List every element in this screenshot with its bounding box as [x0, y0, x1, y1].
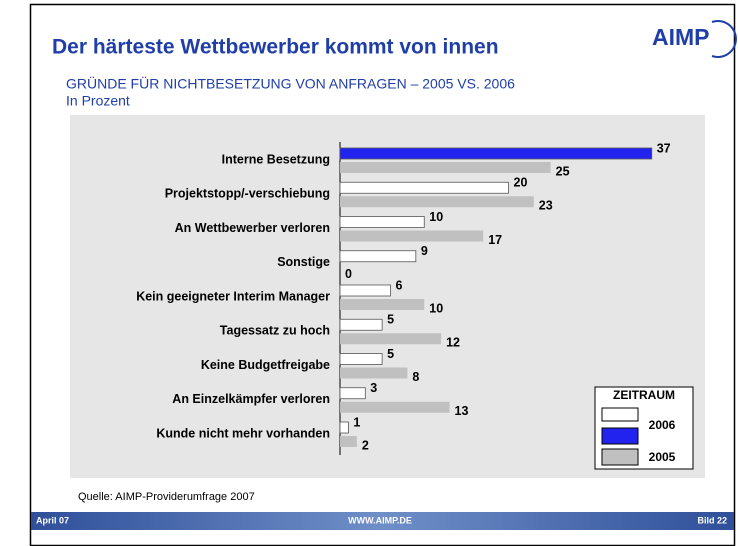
bar	[340, 401, 450, 413]
category-label: Interne Besetzung	[222, 152, 330, 166]
legend-swatch	[601, 448, 639, 466]
legend-swatch	[601, 407, 639, 422]
bar	[340, 196, 534, 208]
value-label: 9	[421, 244, 428, 258]
logo-text: AIMP	[652, 24, 710, 50]
bar	[340, 367, 408, 379]
footer-left: April 07	[36, 515, 69, 525]
legend-label: 2006	[649, 418, 676, 432]
value-label: 17	[488, 233, 502, 247]
logo: AIMP	[652, 20, 737, 58]
legend-swatch	[601, 427, 639, 445]
value-label: 25	[556, 164, 570, 178]
bar	[339, 387, 366, 400]
bar	[339, 353, 383, 365]
bar	[339, 216, 425, 228]
footer-right: Bild 22	[697, 515, 727, 525]
bar	[339, 147, 653, 160]
bar	[339, 421, 349, 434]
bar	[339, 250, 417, 263]
category-label: An Einzelkämpfer verloren	[172, 392, 330, 406]
legend-label: 2005	[649, 450, 676, 464]
bar	[340, 162, 551, 173]
source: Quelle: AIMP-Providerumfrage 2007	[78, 491, 255, 503]
bar	[340, 333, 442, 345]
category-label: Keine Budgetfreigabe	[201, 358, 330, 372]
value-label: 8	[412, 370, 419, 384]
subtitle: GRÜNDE FÜR NICHTBESETZUNG VON ANFRAGEN –…	[66, 75, 515, 92]
bar	[340, 299, 425, 310]
value-label: 1	[353, 415, 360, 429]
bar	[340, 436, 357, 447]
bar	[339, 181, 509, 194]
value-label: 12	[446, 336, 460, 350]
unit-label: In Prozent	[66, 93, 130, 109]
value-label: 37	[657, 141, 671, 155]
value-label: 0	[345, 267, 352, 281]
category-label: Projektstopp/-verschiebung	[165, 187, 330, 201]
bar	[340, 230, 484, 242]
bar	[339, 318, 383, 331]
footer-center: WWW.AIMP.DE	[348, 515, 412, 525]
value-label: 23	[539, 199, 553, 213]
category-label: An Wettbewerber verloren	[175, 221, 330, 235]
value-label: 13	[455, 404, 469, 418]
bar	[339, 284, 391, 297]
value-label: 3	[370, 381, 377, 395]
title: Der härteste Wettbewerber kommt von inne…	[52, 36, 499, 59]
value-label: 10	[429, 210, 443, 224]
category-label: Sonstige	[277, 255, 330, 269]
footer-bar	[31, 512, 734, 530]
value-label: 10	[429, 301, 443, 315]
category-label: Kunde nicht mehr vorhanden	[156, 426, 330, 440]
value-label: 20	[514, 176, 528, 190]
category-label: Tagessatz zu hoch	[220, 324, 330, 338]
value-label: 6	[396, 278, 403, 292]
value-label: 2	[362, 438, 369, 452]
legend-title: ZEITRAUM	[613, 388, 675, 402]
category-label: Kein geeigneter Interim Manager	[136, 289, 330, 303]
value-label: 5	[387, 313, 394, 327]
logo-arc	[711, 20, 737, 58]
value-label: 5	[387, 347, 394, 361]
